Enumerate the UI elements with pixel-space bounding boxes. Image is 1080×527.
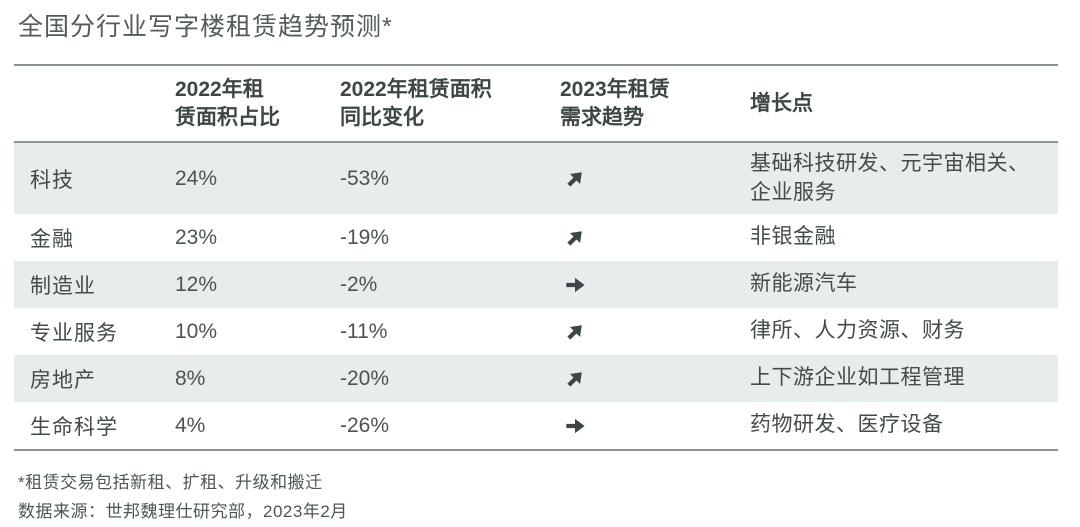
- trend-cell: [560, 321, 750, 343]
- growth-points: 新能源汽车: [750, 272, 858, 296]
- trend-cell: [560, 415, 750, 437]
- yoy-value: -19%: [340, 225, 390, 249]
- table-row-life-sciences: 生命科学 4% -26% 药物研发、医疗设备: [14, 402, 1058, 449]
- trend-cell: [560, 227, 750, 249]
- forecast-table: 2022年租 赁面积占比 2022年租赁面积 同比变化 2023年租赁 需求趋势…: [14, 64, 1058, 452]
- growth-points: 非银金融: [750, 225, 836, 249]
- header-2022-yoy-line1: 2022年租赁面积: [340, 78, 492, 101]
- growth-points: 基础科技研发、元宇宙相关、企业服务: [750, 152, 1030, 204]
- header-2022-share-line2: 赁面积占比: [175, 105, 280, 129]
- header-2022-yoy: 2022年租赁面积 同比变化: [340, 66, 560, 141]
- header-2022-yoy-line2: 同比变化: [340, 105, 424, 129]
- industry-label: 专业服务: [30, 321, 118, 345]
- growth-points: 上下游企业如工程管理: [750, 366, 965, 390]
- footnote-lease-definition: *租赁交易包括新租、扩租、升级和搬迁: [18, 473, 323, 493]
- trend-up-right-arrow-icon: [567, 171, 582, 187]
- yoy-value: -20%: [340, 366, 390, 390]
- header-2023-trend-line2: 需求趋势: [560, 105, 644, 129]
- yoy-value: -2%: [340, 272, 378, 296]
- share-value: 4%: [175, 413, 206, 437]
- header-growth: 增长点: [750, 91, 813, 115]
- table-row-manufacturing: 制造业 12% -2% 新能源汽车: [14, 261, 1058, 309]
- footnotes: *租赁交易包括新租、扩租、升级和搬迁 数据来源：世邦魏理仕研究部，2023年2月: [18, 469, 1058, 527]
- industry-label: 生命科学: [30, 415, 118, 439]
- yoy-value: -11%: [340, 319, 388, 343]
- trend-up-right-arrow-icon: [567, 324, 582, 340]
- trend-cell: [560, 274, 750, 296]
- page-title: 全国分行业写字楼租赁趋势预测*: [18, 13, 393, 41]
- table-row-professional-services: 专业服务 10% -11% 律所、人力资源、财务: [14, 308, 1058, 355]
- share-value: 12%: [175, 272, 218, 296]
- header-2023-trend-line1: 2023年租赁: [560, 78, 670, 101]
- industry-label: 科技: [30, 168, 74, 192]
- table-row-tech: 科技 24% -53% 基础科技研发、元宇宙相关、企业服务: [14, 143, 1058, 215]
- growth-points: 药物研发、医疗设备: [750, 413, 944, 437]
- header-2023-trend: 2023年租赁 需求趋势: [560, 66, 750, 141]
- header-2022-share-line1: 2022年租: [175, 78, 264, 101]
- header-2022-share: 2022年租 赁面积占比: [175, 66, 340, 141]
- industry-label: 制造业: [30, 274, 96, 298]
- header-industry: [14, 94, 175, 114]
- table-header-row: 2022年租 赁面积占比 2022年租赁面积 同比变化 2023年租赁 需求趋势…: [14, 66, 1058, 144]
- trend-right-arrow-icon: [566, 418, 585, 433]
- yoy-value: -26%: [340, 413, 390, 437]
- industry-label: 金融: [30, 227, 74, 251]
- trend-up-right-arrow-icon: [567, 230, 582, 246]
- trend-cell: [560, 368, 750, 390]
- trend-up-right-arrow-icon: [567, 371, 582, 387]
- trend-cell: [560, 168, 750, 190]
- share-value: 10%: [175, 319, 218, 343]
- share-value: 23%: [175, 225, 218, 249]
- yoy-value: -53%: [340, 166, 390, 190]
- data-source: 数据来源：世邦魏理仕研究部，2023年2月: [18, 502, 348, 522]
- share-value: 8%: [175, 366, 206, 390]
- table-row-finance: 金融 23% -19% 非银金融: [14, 214, 1058, 261]
- industry-label: 房地产: [30, 368, 96, 392]
- trend-right-arrow-icon: [566, 277, 585, 292]
- table-row-real-estate: 房地产 8% -20% 上下游企业如工程管理: [14, 355, 1058, 403]
- share-value: 24%: [175, 166, 218, 190]
- growth-points: 律所、人力资源、财务: [750, 319, 965, 343]
